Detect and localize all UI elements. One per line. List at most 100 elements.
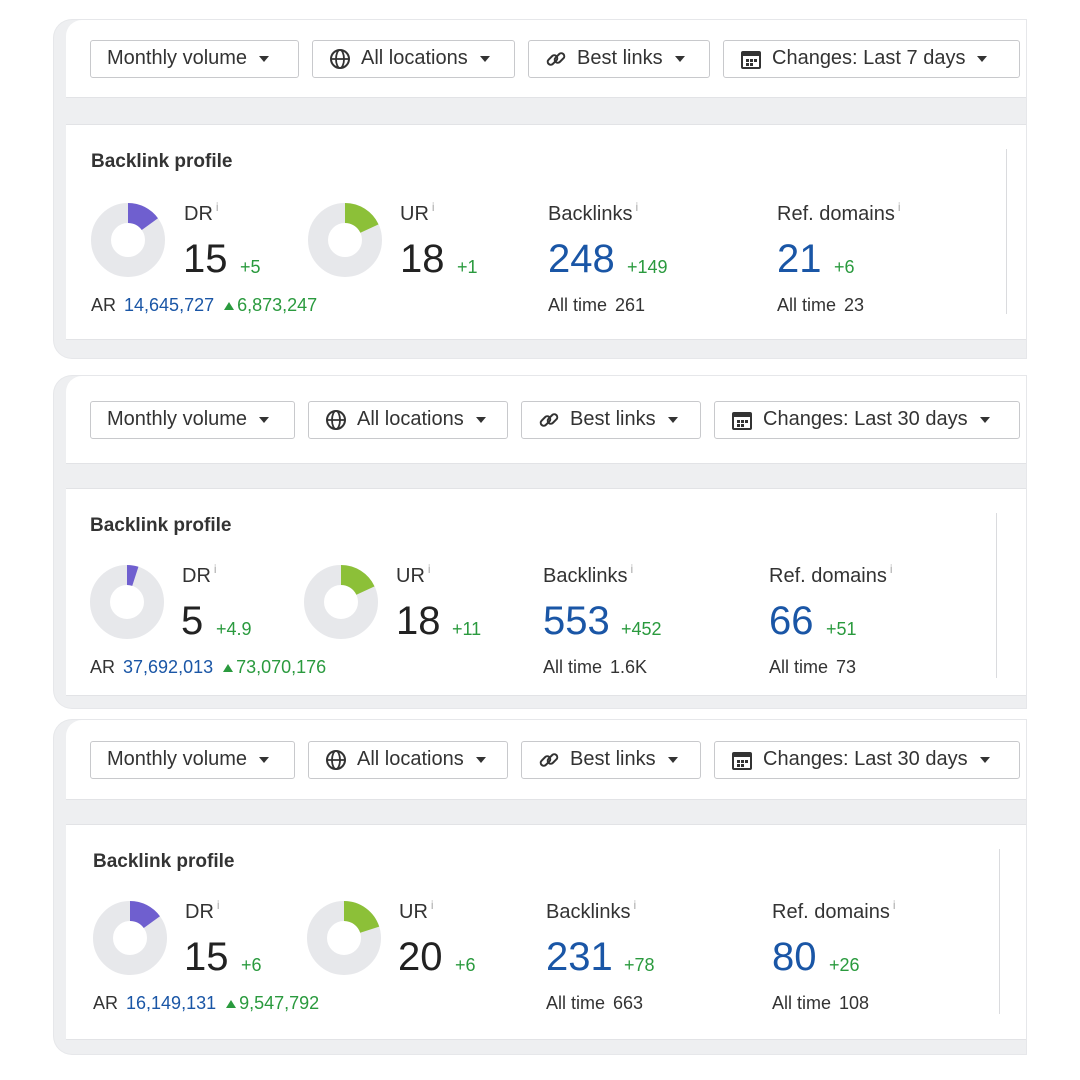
- alltime-label: All time: [769, 657, 829, 677]
- ur-donut-fill: [307, 901, 381, 975]
- alltime-value: 663: [613, 993, 644, 1013]
- changes-dropdown-label: Changes: Last 30 days: [763, 748, 968, 770]
- ur-donut-fill: [304, 565, 378, 639]
- info-icon[interactable]: i: [633, 898, 637, 912]
- volume-dropdown[interactable]: Monthly volume: [90, 39, 299, 78]
- refdomains-delta: +26: [829, 955, 860, 975]
- dr-value: 5: [181, 599, 204, 643]
- refdomains-value[interactable]: 80: [772, 935, 817, 979]
- refdomains-delta: +6: [834, 257, 855, 277]
- dr-label-text: DR: [182, 565, 211, 587]
- ur-label: UR i: [400, 200, 435, 226]
- refdomains-label-text: Ref. domains: [777, 203, 895, 225]
- volume-dropdown-label: Monthly volume: [107, 408, 248, 430]
- section-title: Backlink profile: [90, 515, 232, 536]
- panel-divider: [1006, 149, 1007, 314]
- chevron-down-icon: [475, 756, 486, 763]
- info-icon[interactable]: i: [216, 898, 220, 912]
- dr-delta: +6: [241, 955, 262, 975]
- refdomains-value[interactable]: 21: [777, 237, 822, 281]
- volume-dropdown[interactable]: Monthly volume: [90, 400, 295, 439]
- locations-dropdown[interactable]: All locations: [308, 400, 508, 439]
- changes-dropdown[interactable]: Changes: Last 30 days: [714, 400, 1020, 439]
- backlinks-delta: +78: [624, 955, 655, 975]
- refdomains-alltime: All time 73: [769, 657, 856, 678]
- filter-toolbar: Monthly volume All locations Best links …: [66, 376, 1026, 464]
- alltime-value: 23: [844, 295, 865, 315]
- ar-row: AR 37,692,013 73,070,176: [90, 657, 326, 678]
- chevron-down-icon: [479, 55, 490, 62]
- info-icon[interactable]: i: [213, 562, 217, 576]
- info-icon[interactable]: i: [215, 200, 219, 214]
- alltime-label: All time: [546, 993, 606, 1013]
- links-dropdown-label: Best links: [577, 47, 663, 69]
- chevron-down-icon: [979, 756, 990, 763]
- refdomains-alltime: All time 108: [772, 993, 869, 1014]
- info-icon[interactable]: i: [889, 562, 893, 576]
- ur-value: 18: [396, 599, 441, 643]
- links-dropdown[interactable]: Best links: [521, 740, 701, 779]
- locations-dropdown-label: All locations: [357, 408, 464, 430]
- info-icon[interactable]: i: [892, 898, 896, 912]
- ar-value[interactable]: 14,645,727: [124, 295, 215, 315]
- info-icon[interactable]: i: [630, 562, 634, 576]
- info-icon[interactable]: i: [897, 200, 901, 214]
- chevron-down-icon: [475, 416, 486, 423]
- chevron-down-icon: [259, 756, 270, 763]
- backlink-profile-panel: Backlink profile DR i 15 +5 UR i 18 +1 AR 1…: [66, 124, 1026, 340]
- alltime-label: All time: [777, 295, 837, 315]
- volume-dropdown-label: Monthly volume: [107, 47, 248, 69]
- ur-delta: +1: [457, 257, 478, 277]
- dr-donut-fill: [90, 565, 164, 639]
- info-icon[interactable]: i: [431, 200, 435, 214]
- backlinks-alltime: All time 1.6K: [543, 657, 647, 678]
- chevron-down-icon: [674, 55, 685, 62]
- ar-row: AR 14,645,727 6,873,247: [91, 295, 317, 316]
- dr-donut-chart: [91, 203, 165, 277]
- globe-icon: [329, 48, 351, 70]
- info-icon[interactable]: i: [427, 562, 431, 576]
- backlinks-value[interactable]: 248: [548, 237, 615, 281]
- ar-value[interactable]: 16,149,131: [126, 993, 217, 1013]
- refdomains-label: Ref. domains i: [777, 200, 901, 226]
- backlink-profile-panel: Backlink profile DR i 15 +6 UR i 20 +6 AR 1…: [66, 824, 1026, 1040]
- panel-divider: [999, 849, 1000, 1014]
- dr-donut-fill: [91, 203, 165, 277]
- backlinks-alltime: All time 261: [548, 295, 645, 316]
- refdomains-value[interactable]: 66: [769, 599, 814, 643]
- backlinks-label-text: Backlinks: [546, 901, 631, 923]
- backlinks-value[interactable]: 553: [543, 599, 610, 643]
- volume-dropdown[interactable]: Monthly volume: [90, 740, 295, 779]
- report-card-2: Monthly volume All locations Best links …: [54, 376, 1026, 708]
- dr-donut-fill: [93, 901, 167, 975]
- dr-label: DR i: [182, 562, 217, 588]
- globe-icon: [325, 409, 347, 431]
- refdomains-label: Ref. domains i: [772, 898, 896, 924]
- ar-label: AR: [93, 993, 119, 1013]
- locations-dropdown[interactable]: All locations: [308, 740, 508, 779]
- changes-dropdown[interactable]: Changes: Last 30 days: [714, 740, 1020, 779]
- ur-label-text: UR: [400, 203, 429, 225]
- ur-delta: +11: [452, 619, 482, 639]
- ur-value: 20: [398, 935, 443, 979]
- alltime-value: 73: [836, 657, 857, 677]
- refdomains-delta: +51: [826, 619, 857, 639]
- info-icon[interactable]: i: [430, 898, 434, 912]
- info-icon[interactable]: i: [635, 200, 639, 214]
- ar-value[interactable]: 37,692,013: [123, 657, 214, 677]
- globe-icon: [325, 749, 347, 771]
- dr-label-text: DR: [185, 901, 214, 923]
- links-dropdown[interactable]: Best links: [521, 400, 701, 439]
- changes-dropdown[interactable]: Changes: Last 7 days: [723, 39, 1020, 78]
- backlinks-value[interactable]: 231: [546, 935, 613, 979]
- link-icon: [538, 409, 560, 431]
- links-dropdown[interactable]: Best links: [528, 39, 710, 78]
- dr-delta: +4.9: [216, 619, 252, 639]
- locations-dropdown[interactable]: All locations: [312, 39, 515, 78]
- alltime-value: 108: [839, 993, 870, 1013]
- alltime-label: All time: [772, 993, 832, 1013]
- backlinks-label-text: Backlinks: [543, 565, 628, 587]
- backlinks-alltime: All time 663: [546, 993, 643, 1014]
- backlinks-delta: +149: [627, 257, 668, 277]
- section-title: Backlink profile: [91, 151, 233, 172]
